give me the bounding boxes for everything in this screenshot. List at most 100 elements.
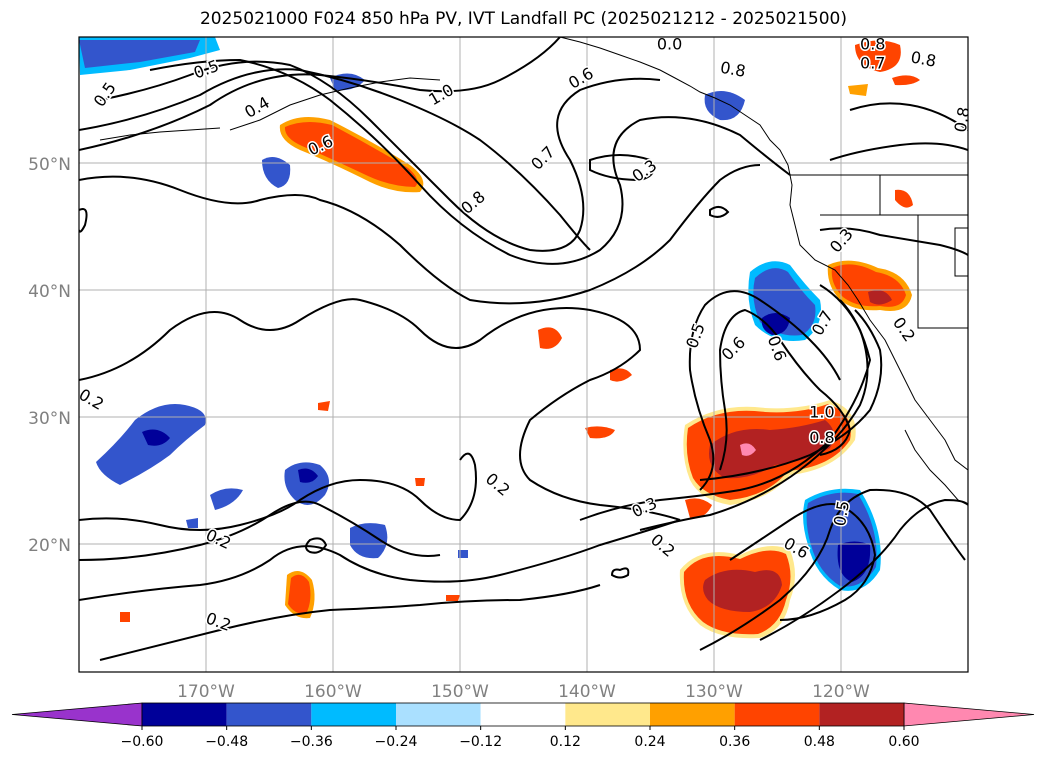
pv-negative-region	[142, 429, 170, 446]
colorbar-extend-high	[903, 702, 1035, 727]
colorbar-tick-label: −0.60	[121, 734, 164, 750]
svg-text:0.8: 0.8	[951, 105, 974, 133]
pv-positive-region	[318, 401, 330, 411]
colorbar-tick-label: 0.48	[804, 734, 835, 750]
ivt-contour-line	[79, 298, 681, 521]
pv-negative-region	[350, 523, 388, 559]
ivt-contour-line	[718, 308, 852, 471]
colorbar-segment	[396, 703, 481, 726]
coastline-aleutian	[99, 127, 221, 141]
pv-positive-region	[868, 290, 892, 305]
svg-text:0.0: 0.0	[657, 34, 682, 53]
pv-positive-region	[740, 443, 756, 456]
ivt-contour-line	[699, 309, 883, 481]
contour-label: 0.8	[808, 427, 836, 449]
colorbar-tick-label: 0.36	[719, 734, 750, 750]
colorbar: −0.60 −0.48 −0.36 −0.24 −0.12 0.12 0.24 0.36 0.4…	[11, 702, 1035, 750]
colorbar-segment	[226, 703, 312, 726]
pv-positive-region	[895, 189, 913, 208]
pv-positive-region	[685, 498, 712, 519]
colorbar-segment	[480, 703, 566, 726]
ivt-contour-line	[709, 206, 730, 218]
svg-text:0.7: 0.7	[860, 53, 885, 72]
lat-tick-labels: 50°N 40°N 30°N 20°N	[28, 155, 71, 556]
pv-positive-region	[709, 420, 834, 479]
ivt-contour-line	[99, 584, 601, 661]
colorbar-segment	[819, 703, 904, 726]
colorbar-extend-low	[11, 702, 143, 727]
ivt-contour-line	[79, 519, 681, 601]
coastlines	[99, 37, 968, 506]
contour-label: 0.0	[655, 34, 683, 55]
svg-text:1.0: 1.0	[809, 403, 834, 422]
pv-positive-region	[585, 426, 615, 439]
pv-negative-region	[298, 468, 318, 483]
pv-positive-region	[120, 612, 130, 622]
lon-tick-labels: 170°W 160°W 150°W 140°W 130°W 120°W	[177, 682, 870, 702]
lat-tick-label: 20°N	[28, 536, 71, 556]
lat-tick-label: 30°N	[28, 409, 71, 429]
ivt-contours	[79, 37, 968, 661]
pv-negative-region	[79, 40, 200, 68]
border-states	[820, 175, 968, 329]
svg-text:0.8: 0.8	[909, 48, 937, 71]
ivt-contour-line	[699, 488, 966, 651]
colorbar-tick-label: 0.60	[888, 734, 919, 750]
lon-tick-label: 160°W	[304, 682, 362, 702]
ivt-contour-line	[639, 284, 869, 531]
ivt-contour-line	[79, 68, 591, 251]
lon-tick-label: 140°W	[558, 682, 616, 702]
pv-positive-region	[415, 478, 425, 486]
lon-tick-label: 120°W	[812, 682, 870, 702]
ivt-contour-line	[149, 58, 791, 265]
map-area: 0.50.50.40.61.00.80.7 0.30.60.00.80.80.7 0…	[79, 34, 974, 672]
pv-negative-region	[186, 518, 198, 528]
coastline-alaska	[229, 77, 441, 131]
contour-label: 1.0	[808, 401, 836, 423]
ivt-contour-line	[579, 299, 872, 521]
contour-label: 0.8	[949, 104, 974, 135]
ivt-contour-line	[99, 60, 661, 252]
coastline-north-america	[559, 37, 968, 471]
colorbar-segment	[142, 703, 227, 726]
colorbar-tick-label: −0.36	[290, 734, 333, 750]
ivt-contour-line	[849, 102, 968, 131]
svg-text:0.8: 0.8	[860, 34, 885, 53]
pv-positive-region	[855, 40, 901, 72]
lon-tick-label: 170°W	[177, 682, 235, 702]
ivt-contour-line	[79, 164, 761, 305]
colorbar-outline	[141, 702, 905, 727]
ivt-contour-line	[819, 227, 968, 256]
ivt-contour-line	[729, 503, 877, 621]
colorbar-segment	[734, 703, 820, 726]
pv-negative-region	[210, 488, 243, 510]
ivt-contour-line	[589, 154, 655, 182]
pv-positive-region	[288, 574, 311, 615]
ivt-contour-line	[688, 290, 841, 491]
ivt-contour-line	[610, 567, 630, 579]
map-title: 2025021000 F024 850 hPa PV, IVT Landfall…	[199, 9, 847, 29]
contour-label: 0.8	[908, 46, 939, 72]
colorbar-tick-label: 0.24	[634, 734, 665, 750]
ivt-contour-line	[305, 537, 328, 554]
ivt-contour-line	[79, 208, 88, 233]
map-border	[78, 36, 969, 673]
colorbar-segment	[311, 703, 396, 726]
ivt-contour-line	[759, 498, 968, 641]
colorbar-tick-label: −0.48	[205, 734, 248, 750]
pv-positive-region	[538, 327, 562, 349]
pv-positive-region	[892, 75, 920, 86]
ivt-contour-line	[79, 500, 441, 561]
svg-text:0.8: 0.8	[809, 428, 834, 447]
pv-negative-region	[284, 462, 329, 505]
ivt-contour-line	[79, 37, 561, 151]
contour-label: 0.8	[859, 34, 887, 55]
colorbar-tick-label: −0.12	[459, 734, 502, 750]
pv-negative-region	[761, 313, 790, 335]
colorbar-tick-label: 0.12	[550, 734, 581, 750]
pv-positive-region	[848, 84, 868, 96]
ivt-contour-line	[79, 452, 477, 531]
ivt-contour-line	[829, 142, 968, 161]
